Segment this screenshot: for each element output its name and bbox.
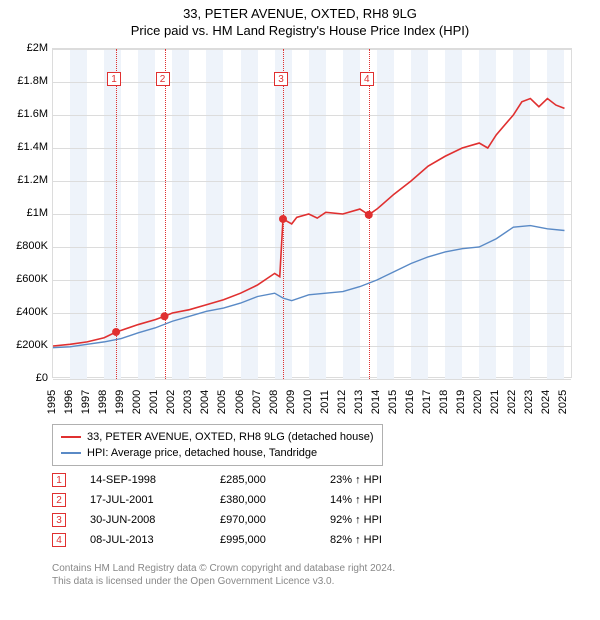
y-axis-label: £0	[2, 372, 48, 384]
x-axis-label: 2000	[131, 387, 143, 417]
sale-row-num: 4	[52, 533, 66, 547]
sale-row-num: 2	[52, 493, 66, 507]
x-axis-label: 2025	[557, 387, 569, 417]
x-axis-label: 2003	[182, 387, 194, 417]
sale-row-date: 14-SEP-1998	[90, 474, 220, 486]
legend-swatch	[61, 436, 81, 438]
series-line	[53, 99, 564, 347]
x-axis-label: 2010	[302, 387, 314, 417]
legend-box: 33, PETER AVENUE, OXTED, RH8 9LG (detach…	[52, 424, 383, 466]
sale-marker-dot	[279, 215, 287, 223]
x-axis-label: 2001	[148, 387, 160, 417]
x-axis-label: 2011	[319, 387, 331, 417]
y-axis-label: £1M	[2, 207, 48, 219]
sale-marker-dot	[112, 328, 120, 336]
x-axis-label: 2016	[404, 387, 416, 417]
sale-row-num: 1	[52, 473, 66, 487]
sale-row-diff: 82% ↑ HPI	[330, 534, 410, 546]
chart-container: 33, PETER AVENUE, OXTED, RH8 9LG Price p…	[0, 0, 600, 620]
sale-row-price: £995,000	[220, 534, 330, 546]
legend-label: HPI: Average price, detached house, Tand…	[87, 445, 317, 461]
x-axis-label: 1996	[63, 387, 75, 417]
x-axis-label: 1997	[80, 387, 92, 417]
y-axis-label: £1.8M	[2, 75, 48, 87]
footer-line1: Contains HM Land Registry data © Crown c…	[52, 562, 395, 575]
x-axis-label: 2024	[540, 387, 552, 417]
y-axis-label: £1.4M	[2, 141, 48, 153]
sale-row: 2 17-JUL-2001£380,00014% ↑ HPI	[52, 490, 410, 510]
footer-attribution: Contains HM Land Registry data © Crown c…	[52, 562, 395, 588]
legend-swatch	[61, 452, 81, 454]
y-axis-label: £1.6M	[2, 108, 48, 120]
sale-row-date: 17-JUL-2001	[90, 494, 220, 506]
sale-marker-box: 2	[156, 72, 170, 86]
x-axis-label: 2002	[165, 387, 177, 417]
x-axis-label: 1999	[114, 387, 126, 417]
x-axis-label: 2022	[506, 387, 518, 417]
legend-item: HPI: Average price, detached house, Tand…	[61, 445, 374, 461]
sale-row-price: £380,000	[220, 494, 330, 506]
sale-row-date: 08-JUL-2013	[90, 534, 220, 546]
legend-item: 33, PETER AVENUE, OXTED, RH8 9LG (detach…	[61, 429, 374, 445]
x-axis-label: 1998	[97, 387, 109, 417]
x-axis-label: 2007	[251, 387, 263, 417]
x-axis-label: 2004	[199, 387, 211, 417]
x-axis-label: 2020	[472, 387, 484, 417]
x-axis-label: 2019	[455, 387, 467, 417]
x-axis-label: 2013	[353, 387, 365, 417]
x-axis-label: 2014	[370, 387, 382, 417]
sale-marker-box: 4	[360, 72, 374, 86]
y-axis-label: £400K	[2, 306, 48, 318]
x-axis-label: 1995	[46, 387, 58, 417]
x-axis-label: 2006	[234, 387, 246, 417]
x-axis-label: 2017	[421, 387, 433, 417]
x-axis-label: 2009	[285, 387, 297, 417]
sale-row-date: 30-JUN-2008	[90, 514, 220, 526]
y-axis-label: £600K	[2, 273, 48, 285]
sale-row-diff: 92% ↑ HPI	[330, 514, 410, 526]
x-axis-label: 2023	[523, 387, 535, 417]
sale-marker-dot	[161, 312, 169, 320]
sale-marker-box: 3	[274, 72, 288, 86]
series-line	[53, 226, 564, 348]
x-axis-label: 2018	[438, 387, 450, 417]
x-axis-label: 2012	[336, 387, 348, 417]
y-axis-label: £800K	[2, 240, 48, 252]
sale-row-price: £970,000	[220, 514, 330, 526]
y-axis-label: £200K	[2, 339, 48, 351]
chart-title-main: 33, PETER AVENUE, OXTED, RH8 9LG	[0, 0, 600, 21]
sale-row: 4 08-JUL-2013£995,00082% ↑ HPI	[52, 530, 410, 550]
plot-svg	[53, 49, 573, 379]
footer-line2: This data is licensed under the Open Gov…	[52, 575, 395, 588]
sale-row-num: 3	[52, 513, 66, 527]
sale-marker-dot	[365, 211, 373, 219]
sale-marker-box: 1	[107, 72, 121, 86]
legend-label: 33, PETER AVENUE, OXTED, RH8 9LG (detach…	[87, 429, 374, 445]
x-axis-label: 2005	[216, 387, 228, 417]
x-axis-label: 2008	[268, 387, 280, 417]
sale-row: 1 14-SEP-1998£285,00023% ↑ HPI	[52, 470, 410, 490]
x-axis-label: 2021	[489, 387, 501, 417]
y-axis-label: £2M	[2, 42, 48, 54]
plot-area	[52, 48, 572, 378]
sale-row-diff: 14% ↑ HPI	[330, 494, 410, 506]
sale-row-price: £285,000	[220, 474, 330, 486]
sale-row: 3 30-JUN-2008£970,00092% ↑ HPI	[52, 510, 410, 530]
gridline-horizontal	[53, 379, 571, 380]
sales-table: 1 14-SEP-1998£285,00023% ↑ HPI 2 17-JUL-200…	[52, 470, 410, 550]
sale-row-diff: 23% ↑ HPI	[330, 474, 410, 486]
y-axis-label: £1.2M	[2, 174, 48, 186]
chart-title-sub: Price paid vs. HM Land Registry's House …	[0, 21, 600, 44]
x-axis-label: 2015	[387, 387, 399, 417]
